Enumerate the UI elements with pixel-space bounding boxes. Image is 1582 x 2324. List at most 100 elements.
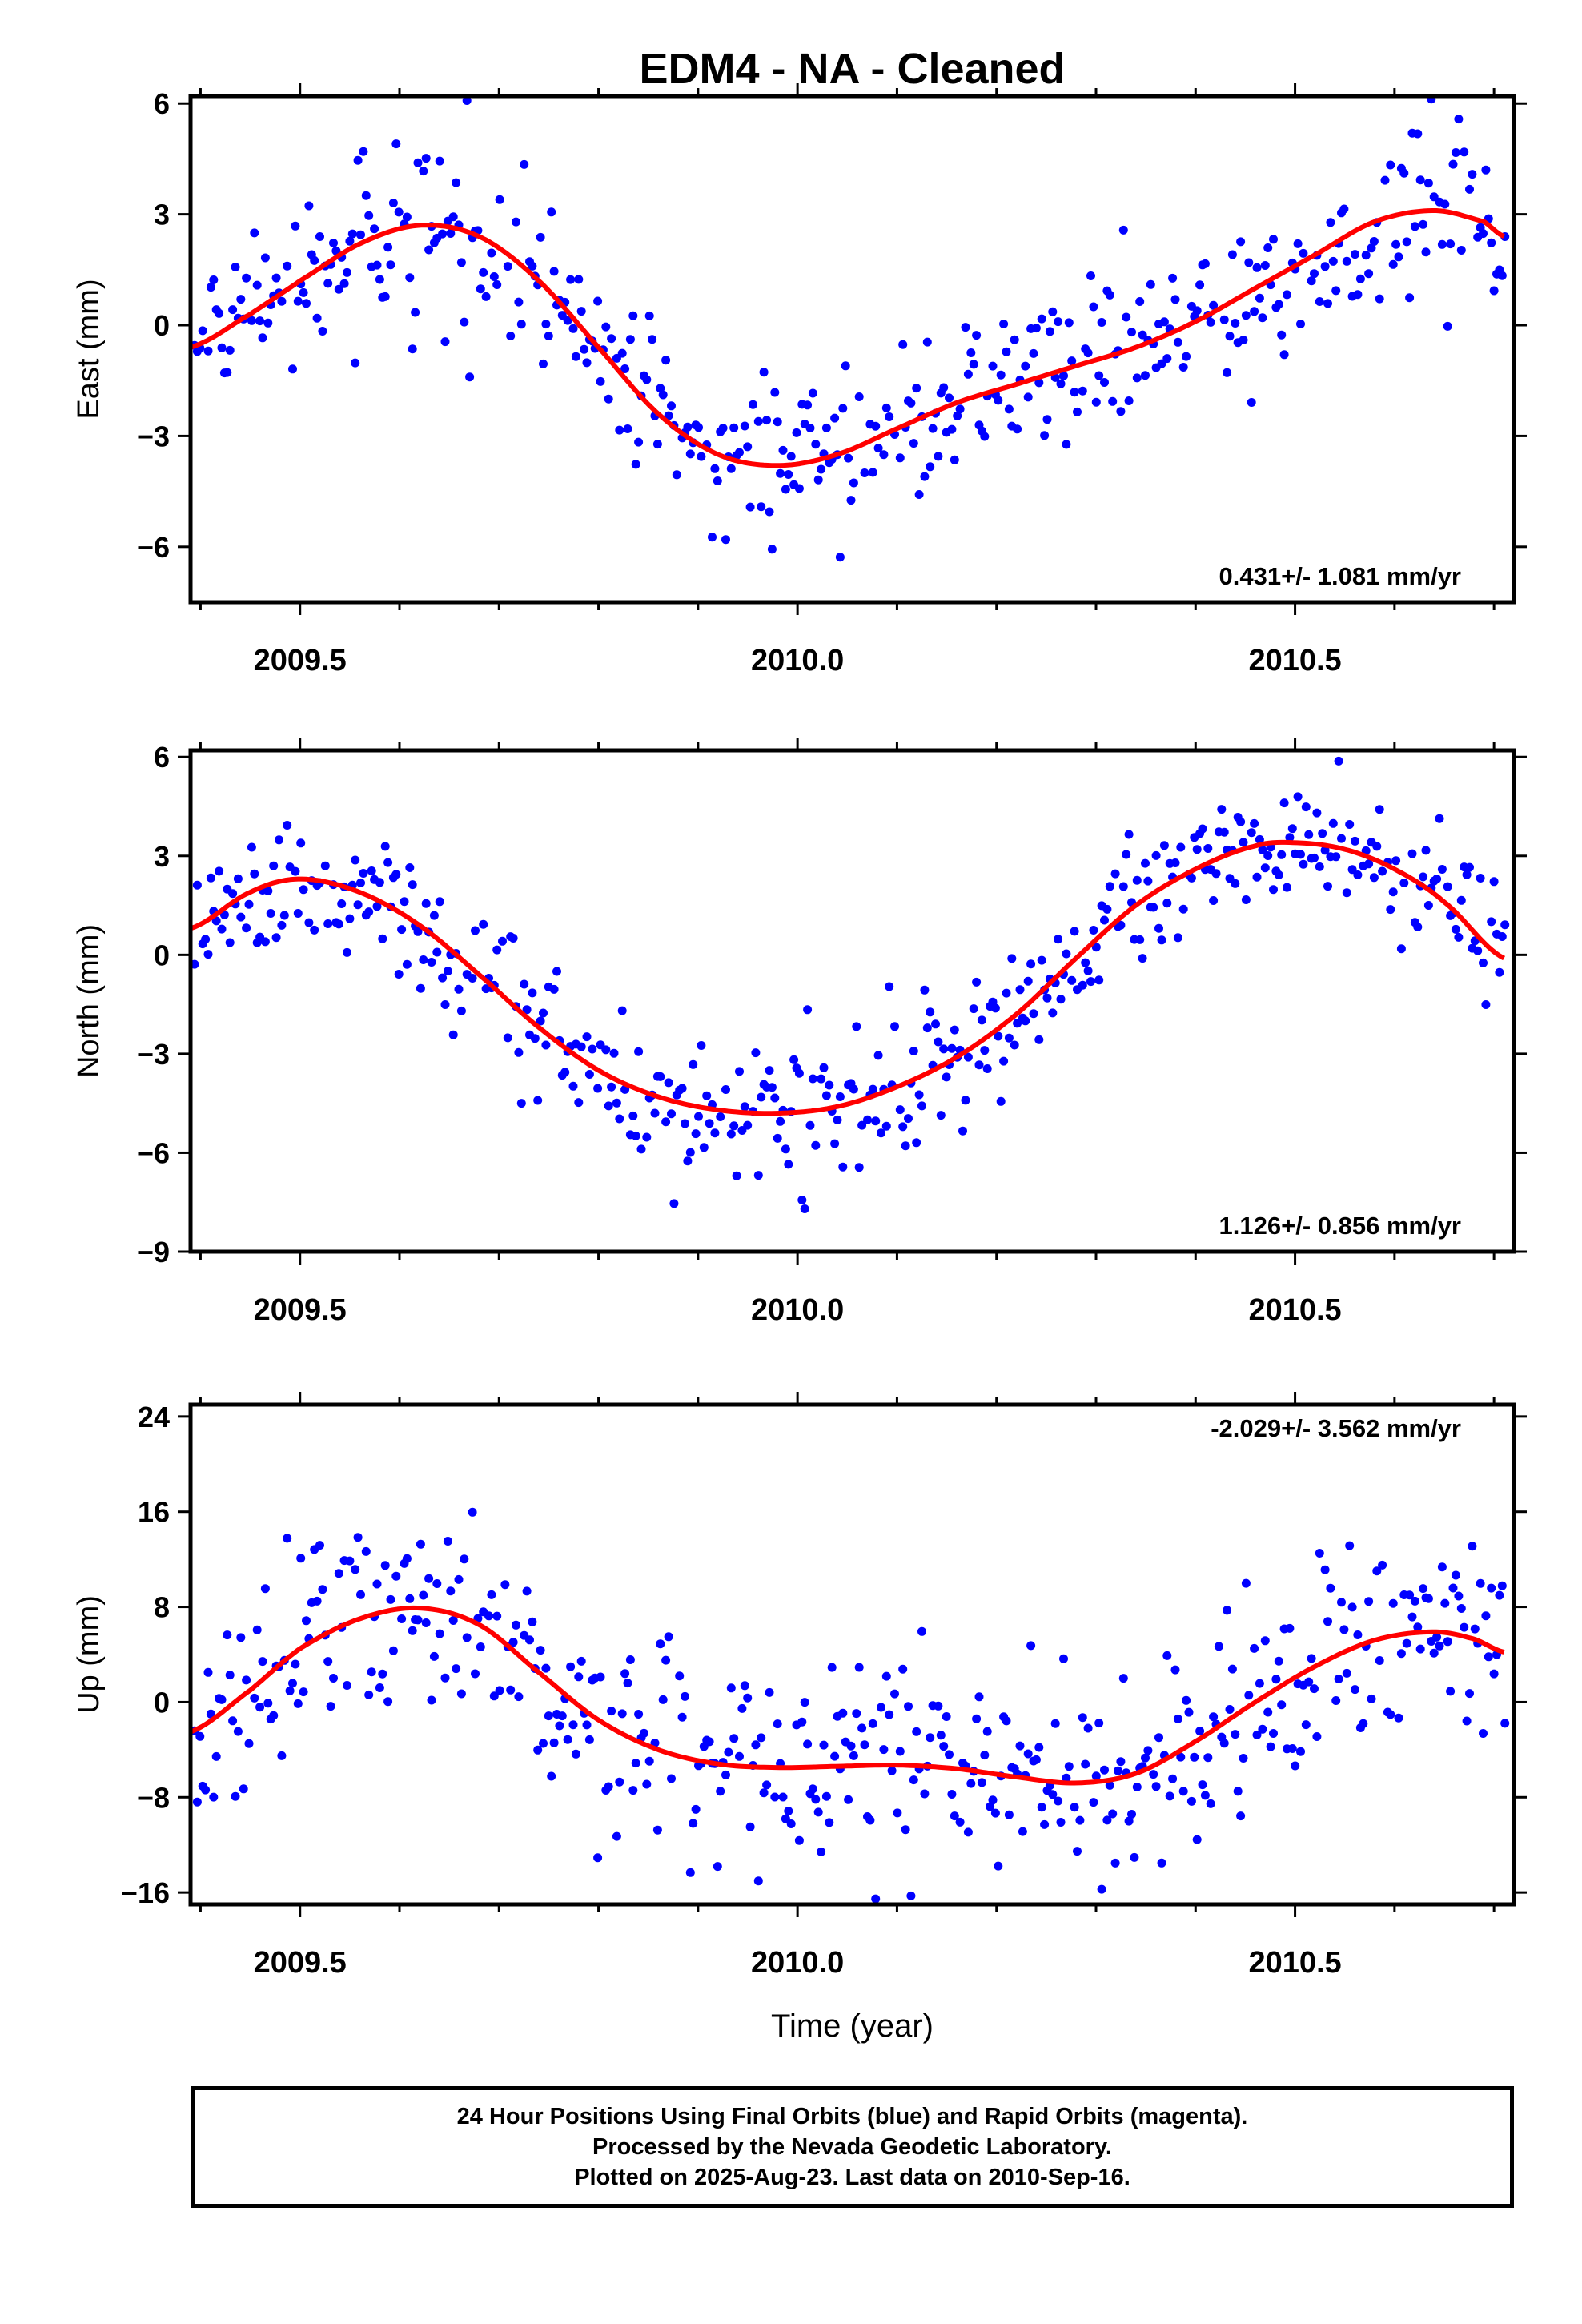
- data-point: [926, 462, 935, 472]
- data-point: [1451, 924, 1460, 934]
- data-point: [811, 440, 821, 449]
- data-point: [1364, 269, 1374, 279]
- data-point: [1375, 1656, 1384, 1665]
- data-point: [1209, 1712, 1219, 1722]
- data-point: [1432, 875, 1442, 883]
- data-point: [917, 1101, 926, 1111]
- data-point: [1279, 350, 1289, 360]
- data-point: [1200, 259, 1210, 268]
- y-tick-label: 16: [138, 1496, 170, 1529]
- data-point: [912, 384, 921, 393]
- data-point: [1274, 870, 1283, 879]
- data-point: [1089, 926, 1098, 935]
- data-point: [277, 920, 287, 930]
- data-point: [972, 977, 982, 987]
- y-axis-label: Up (mm): [72, 1595, 106, 1714]
- data-point: [1250, 818, 1259, 828]
- data-point: [1233, 1787, 1243, 1796]
- data-point: [310, 925, 319, 935]
- data-point: [830, 1139, 840, 1148]
- data-point: [1353, 1630, 1363, 1639]
- data-point: [1367, 243, 1376, 253]
- data-point: [1178, 1787, 1188, 1796]
- data-point: [1252, 263, 1262, 272]
- data-point: [821, 1091, 831, 1100]
- data-point: [1287, 1744, 1297, 1753]
- data-point: [576, 1656, 586, 1666]
- data-point: [1456, 895, 1466, 905]
- data-point: [781, 485, 790, 494]
- data-point: [345, 236, 355, 246]
- data-point: [849, 1751, 858, 1760]
- data-point: [926, 1007, 935, 1017]
- data-point: [1231, 879, 1240, 888]
- data-point: [1186, 1796, 1196, 1806]
- data-point: [1124, 1816, 1134, 1826]
- data-point: [1435, 1641, 1444, 1651]
- chart-title: EDM4 - NA - Cleaned: [639, 45, 1065, 93]
- x-tick-label: 2010.5: [1248, 1946, 1341, 1980]
- data-point: [528, 988, 537, 998]
- data-point: [1154, 923, 1163, 933]
- data-point: [1239, 336, 1248, 344]
- data-point: [427, 1695, 436, 1705]
- data-point: [1318, 829, 1327, 838]
- data-point: [1252, 872, 1262, 882]
- data-point: [650, 1108, 660, 1118]
- data-point: [656, 1639, 665, 1649]
- data-point: [1040, 431, 1050, 440]
- data-point: [1495, 967, 1504, 977]
- data-point: [996, 370, 1006, 380]
- data-point: [794, 1068, 804, 1078]
- data-point: [388, 1646, 398, 1655]
- data-point: [339, 279, 349, 288]
- data-point: [767, 545, 777, 554]
- data-point: [1255, 293, 1264, 303]
- data-point: [574, 1098, 584, 1108]
- data-point: [794, 1835, 804, 1845]
- data-point: [201, 935, 211, 944]
- data-point: [391, 1571, 401, 1581]
- data-point: [1369, 237, 1379, 246]
- data-point: [972, 1714, 982, 1723]
- data-point: [685, 1868, 695, 1877]
- data-point: [762, 416, 772, 425]
- data-point: [1073, 407, 1082, 416]
- data-point: [1440, 1598, 1450, 1608]
- data-point: [514, 1047, 524, 1057]
- data-point: [1042, 993, 1052, 1003]
- data-point: [1034, 1743, 1044, 1752]
- data-point: [1470, 1624, 1480, 1634]
- data-point: [549, 984, 559, 994]
- data-point: [1448, 1583, 1458, 1593]
- data-point: [356, 878, 365, 887]
- data-point: [922, 1023, 932, 1033]
- data-point: [854, 392, 864, 401]
- data-point: [487, 248, 496, 258]
- data-point: [716, 1787, 725, 1796]
- data-point: [299, 287, 308, 297]
- data-point: [487, 1590, 496, 1599]
- data-point: [620, 364, 630, 373]
- data-point: [397, 925, 407, 935]
- data-point: [945, 393, 954, 403]
- data-point: [1479, 229, 1488, 239]
- data-point: [1378, 866, 1387, 876]
- data-point: [765, 507, 774, 517]
- data-point: [702, 1091, 712, 1100]
- data-point: [729, 423, 739, 432]
- data-point: [877, 1703, 885, 1712]
- data-point: [1315, 297, 1324, 306]
- data-point: [1489, 877, 1499, 887]
- data-point: [1094, 371, 1104, 380]
- data-point: [868, 1719, 877, 1728]
- data-point: [347, 229, 357, 239]
- data-point: [247, 316, 256, 325]
- data-point: [926, 1733, 935, 1743]
- data-point: [1173, 933, 1182, 943]
- data-point: [353, 900, 363, 910]
- data-point: [1157, 935, 1166, 945]
- data-point: [1337, 834, 1346, 843]
- data-point: [1293, 239, 1303, 248]
